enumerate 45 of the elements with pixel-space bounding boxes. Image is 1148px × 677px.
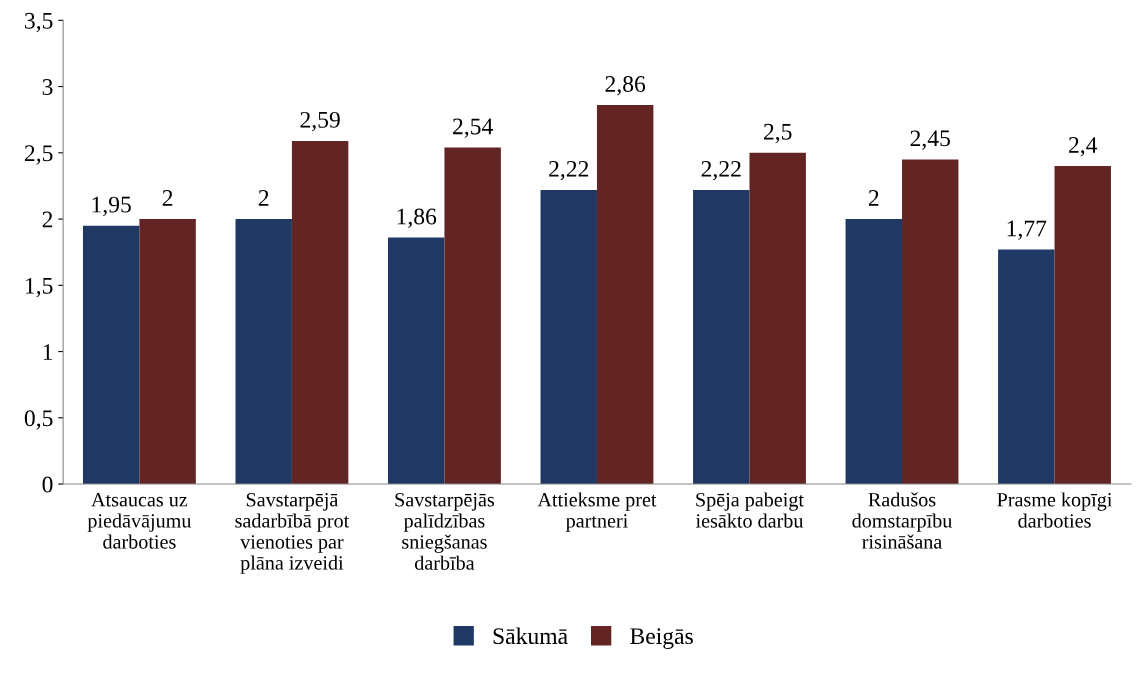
- bar: [82, 225, 140, 485]
- y-tick-label: 1: [43, 344, 52, 360]
- x-tick-label: Savstarpējā sadarbībā prot vienoties par plāna izveidi: [235, 493, 350, 574]
- data-label: 2: [162, 190, 173, 206]
- bar: [998, 249, 1055, 485]
- bar: [1054, 166, 1111, 485]
- data-label: 2,22: [549, 160, 589, 181]
- y-tick-label: 2: [42, 211, 53, 228]
- bar: [596, 105, 654, 485]
- bar: [388, 237, 445, 485]
- data-label: 2,45: [910, 130, 950, 150]
- bar: [845, 219, 902, 485]
- bar: [902, 159, 959, 485]
- data-label: 2,4: [1069, 137, 1098, 157]
- data-label: 2: [258, 190, 269, 206]
- x-tick-label: Atsaucas uz piedāvājumu darboties: [87, 493, 192, 549]
- x-tick-label: Attieksme pret partneri: [537, 492, 657, 532]
- bar: [444, 147, 501, 485]
- bar: [749, 152, 806, 485]
- legend-label: Beigās: [630, 628, 693, 649]
- data-label: 2,5: [763, 123, 792, 144]
- data-label: 1,77: [1007, 220, 1047, 240]
- x-tick-label: Radušos domstarpību risināšana: [852, 492, 952, 549]
- x-tick-label: Savstarpējās palīdzības sniegšanas darbība: [395, 493, 495, 570]
- data-label: 2,59: [300, 111, 340, 132]
- bar: [540, 189, 597, 485]
- y-tick-label: 3: [42, 79, 53, 95]
- bar: [139, 219, 196, 485]
- data-label: 2: [868, 190, 879, 206]
- bar: [235, 219, 292, 485]
- bar: [693, 189, 750, 485]
- data-label: 2,22: [701, 160, 741, 181]
- y-tick-label: 0,5: [24, 410, 53, 430]
- data-label: 2,86: [605, 76, 646, 96]
- y-tick-label: 0: [42, 476, 53, 493]
- x-tick-label: Spēja pabeigt iesākto darbu: [695, 492, 804, 528]
- data-label: 1,95: [92, 196, 131, 216]
- y-tick-label: 1,5: [25, 277, 53, 298]
- data-label: 1,86: [397, 208, 437, 228]
- legend-label: Sākumā: [493, 627, 568, 645]
- y-tick-label: 2,5: [24, 145, 53, 165]
- bar: [291, 140, 349, 485]
- y-tick-label: 3,5: [25, 12, 53, 33]
- x-tick-label: Prasme kopīgi darboties: [997, 492, 1113, 528]
- data-label: 2,54: [453, 118, 493, 138]
